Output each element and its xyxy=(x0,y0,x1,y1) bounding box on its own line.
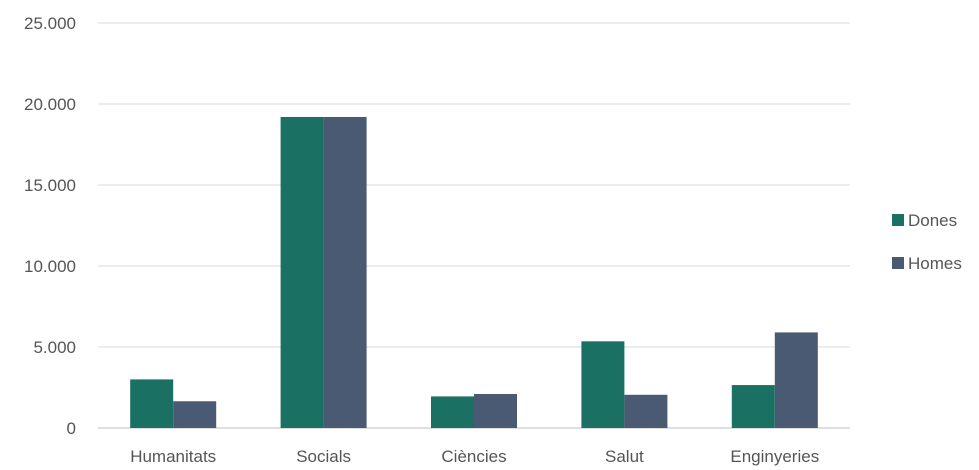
bar-dones-3 xyxy=(581,341,625,428)
x-tick-label: Salut xyxy=(605,447,644,466)
x-tick-label: Socials xyxy=(296,447,351,466)
y-tick-label: 10.000 xyxy=(24,257,76,276)
x-tick-label: Ciències xyxy=(441,447,506,466)
legend-label-homes: Homes xyxy=(908,254,962,273)
x-axis-tick-labels: Humanitats Socials Ciències Salut Enginyerie… xyxy=(130,447,819,466)
y-axis-tick-labels: 0 5.000 10.000 15.000 20.000 25.000 xyxy=(24,14,76,438)
legend-label-dones: Dones xyxy=(908,211,957,230)
bar-homes-1 xyxy=(323,116,367,429)
bar-dones-0 xyxy=(130,379,174,428)
gridlines xyxy=(98,22,850,429)
bar-homes-2 xyxy=(474,393,517,428)
legend: Dones Homes xyxy=(892,211,962,273)
y-tick-label: 25.000 xyxy=(24,14,76,33)
y-tick-label: 20.000 xyxy=(24,95,76,114)
bar-dones-2 xyxy=(431,396,474,428)
bar-dones-4 xyxy=(731,385,775,428)
y-tick-label: 0 xyxy=(67,419,76,438)
bar-homes-3 xyxy=(624,394,668,428)
bar-homes-0 xyxy=(173,401,217,428)
legend-swatch-homes xyxy=(892,257,904,269)
x-tick-label: Enginyeries xyxy=(730,447,819,466)
x-tick-label: Humanitats xyxy=(130,447,216,466)
legend-swatch-dones xyxy=(892,214,904,226)
bar-homes-4 xyxy=(774,332,818,428)
bars xyxy=(130,116,818,429)
y-tick-label: 15.000 xyxy=(24,176,76,195)
bar-dones-1 xyxy=(280,116,324,429)
y-tick-label: 5.000 xyxy=(33,338,76,357)
